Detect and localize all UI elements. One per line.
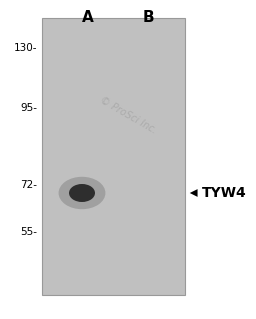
Text: A: A — [82, 10, 94, 25]
Text: 130-: 130- — [14, 43, 37, 53]
Text: © ProSci Inc.: © ProSci Inc. — [98, 95, 158, 135]
Bar — [42, 18, 185, 295]
Ellipse shape — [59, 177, 105, 209]
Text: 72-: 72- — [20, 180, 37, 190]
Text: B: B — [142, 10, 154, 25]
Text: TYW4: TYW4 — [202, 186, 247, 200]
Text: 55-: 55- — [20, 227, 37, 237]
Ellipse shape — [69, 184, 95, 202]
Text: 95-: 95- — [20, 103, 37, 113]
